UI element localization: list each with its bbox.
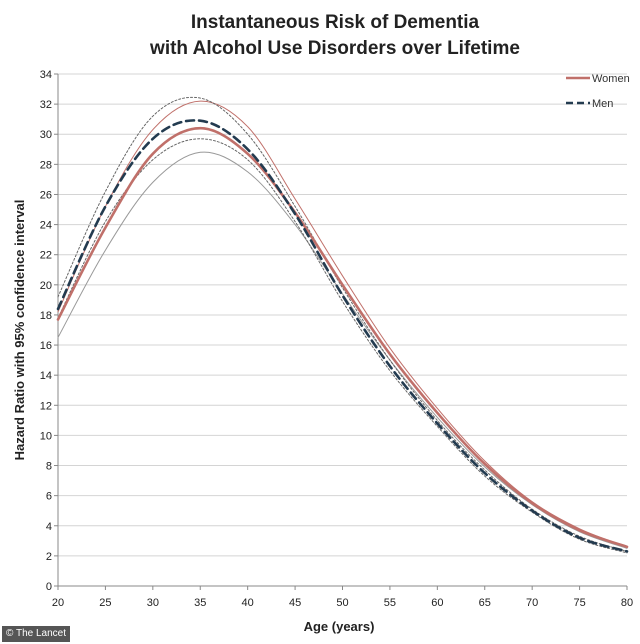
- chart-title-group: Instantaneous Risk of Dementia with Alco…: [149, 12, 520, 59]
- x-tick-label-70: 70: [526, 597, 538, 609]
- series-line-ci-ci-lower-2: [57, 151, 628, 549]
- x-tick-label-30: 30: [147, 597, 159, 609]
- gridlines: [58, 73, 627, 557]
- chart-title-line-1: Instantaneous Risk of Dementia: [191, 12, 480, 33]
- x-tick-label-50: 50: [336, 597, 348, 609]
- x-tick-label-55: 55: [384, 597, 396, 609]
- legend-label-women: Women: [592, 73, 630, 85]
- y-tick-label-26: 26: [40, 189, 52, 201]
- legend-label-men: Men: [592, 98, 613, 110]
- y-tick-label-22: 22: [40, 250, 52, 262]
- y-tick-label-28: 28: [40, 159, 52, 171]
- x-tick-label-45: 45: [289, 597, 301, 609]
- x-tick-label-20: 20: [52, 597, 64, 609]
- y-tick-label-34: 34: [40, 69, 52, 81]
- x-axis-label: Age (years): [304, 619, 375, 634]
- y-tick-label-18: 18: [40, 310, 52, 322]
- y-tick-label-6: 6: [46, 491, 52, 503]
- source-credit: © The Lancet: [2, 626, 70, 642]
- y-axis-label: Hazard Ratio with 95% confidence interva…: [12, 200, 27, 461]
- series-line-women-estimate-0: [56, 126, 629, 549]
- y-tick-label-24: 24: [40, 220, 52, 232]
- x-tick-label-60: 60: [431, 597, 443, 609]
- y-tick-label-12: 12: [40, 400, 52, 412]
- y-tick-label-20: 20: [40, 280, 52, 292]
- series-line-ci-ci-lower-5: [57, 138, 628, 554]
- axes: [54, 73, 628, 590]
- y-tick-label-16: 16: [40, 340, 52, 352]
- series-lines: [56, 96, 629, 554]
- y-tick-label-2: 2: [46, 551, 52, 563]
- series-line-ci-ci-upper-1: [57, 100, 628, 548]
- x-tick-label-40: 40: [242, 597, 254, 609]
- x-tick-labels: 20 25 30 35 40 45 50 55 60 65 70 75 80: [52, 597, 633, 609]
- x-tick-label-65: 65: [479, 597, 491, 609]
- x-tick-label-25: 25: [99, 597, 111, 609]
- series-line-men-estimate-3: [56, 119, 629, 553]
- y-tick-label-8: 8: [46, 461, 52, 473]
- y-tick-label-14: 14: [40, 370, 52, 382]
- x-tick-label-35: 35: [194, 597, 206, 609]
- x-tick-label-75: 75: [573, 597, 585, 609]
- legend: Women Men: [566, 73, 630, 110]
- y-tick-label-30: 30: [40, 129, 52, 141]
- x-tick-label-80: 80: [621, 597, 633, 609]
- chart-title-line-2: with Alcohol Use Disorders over Lifetime: [149, 38, 520, 59]
- y-tick-label-4: 4: [46, 521, 52, 533]
- y-tick-label-32: 32: [40, 99, 52, 111]
- y-tick-label-10: 10: [40, 430, 52, 442]
- y-tick-label-0: 0: [46, 581, 52, 593]
